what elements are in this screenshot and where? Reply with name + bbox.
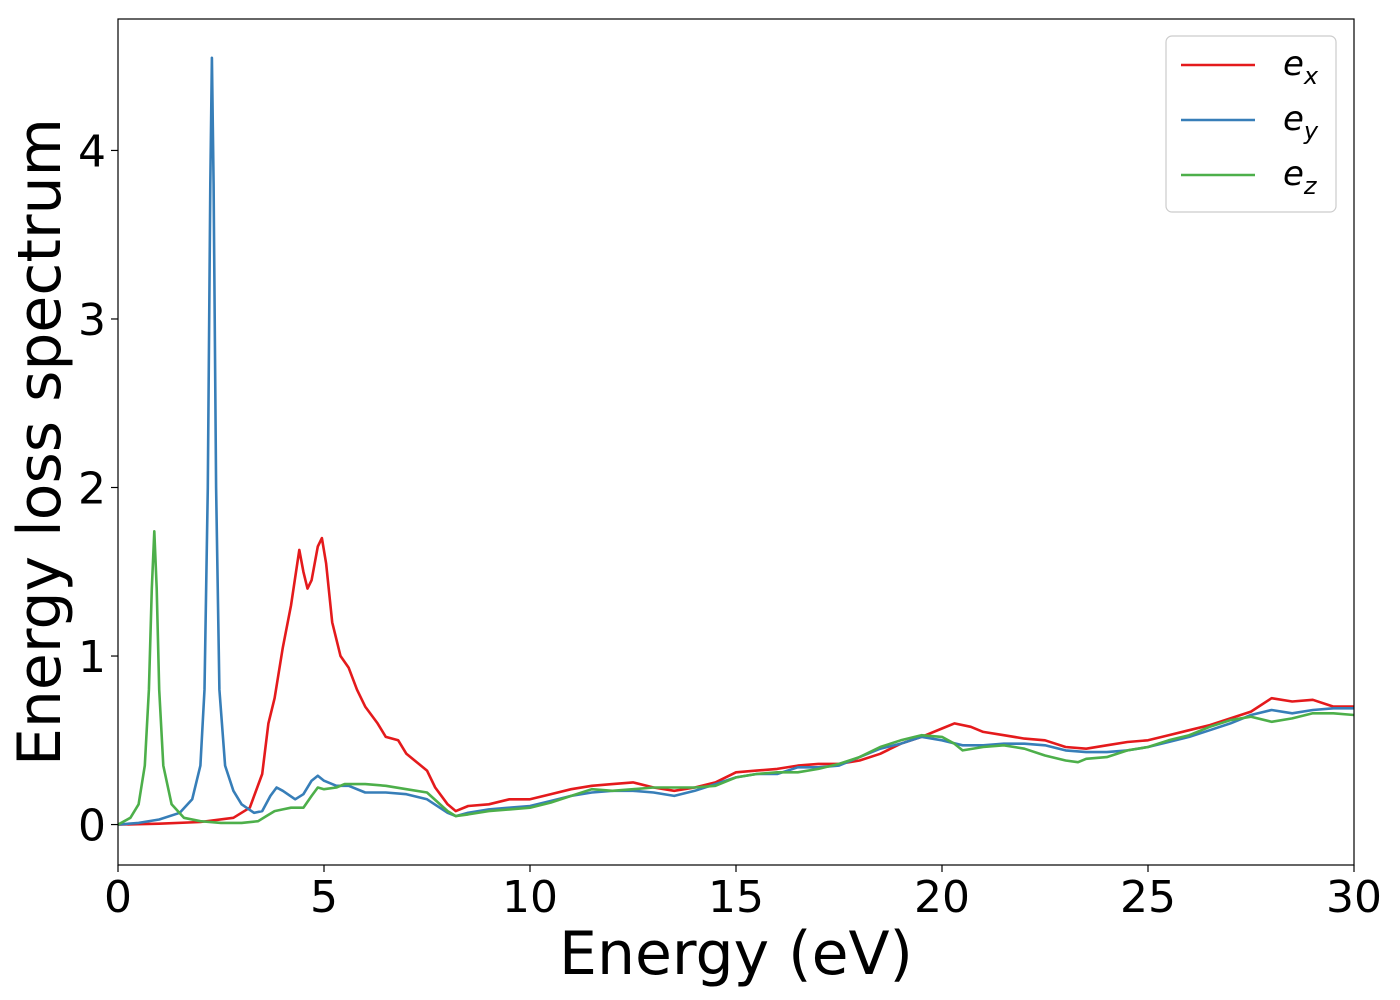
legend-label-z: ez	[1283, 154, 1318, 200]
x-axis-ticks: 0 5 10 15 20 25 30	[104, 865, 1382, 923]
x-tick-label: 25	[1120, 872, 1176, 923]
x-tick-label: 15	[708, 872, 764, 923]
series-layer	[118, 56, 1354, 826]
x-tick-label: 5	[310, 872, 338, 923]
y-axis-ticks: 0 1 2 3 4	[78, 126, 118, 852]
x-axis-title: Energy (eV)	[559, 919, 913, 989]
x-tick-label: 30	[1326, 872, 1382, 923]
y-tick-label: 3	[78, 295, 106, 346]
series-line-x	[118, 536, 1354, 826]
y-tick-label: 0	[78, 801, 106, 852]
x-tick-label: 0	[104, 872, 132, 923]
y-tick-label: 1	[78, 632, 106, 683]
legend-box	[1165, 35, 1337, 213]
y-tick-label: 2	[78, 464, 106, 515]
y-axis-title: Energy loss spectrum	[5, 118, 75, 766]
legend-label-y: ey	[1283, 99, 1319, 145]
legend-label-x: ex	[1283, 44, 1319, 90]
x-tick-label: 20	[914, 872, 970, 923]
x-tick-label: 10	[502, 872, 558, 923]
y-tick-label: 4	[78, 126, 106, 177]
legend: ex ey ez	[1165, 35, 1337, 213]
series-line-z	[118, 530, 1354, 826]
